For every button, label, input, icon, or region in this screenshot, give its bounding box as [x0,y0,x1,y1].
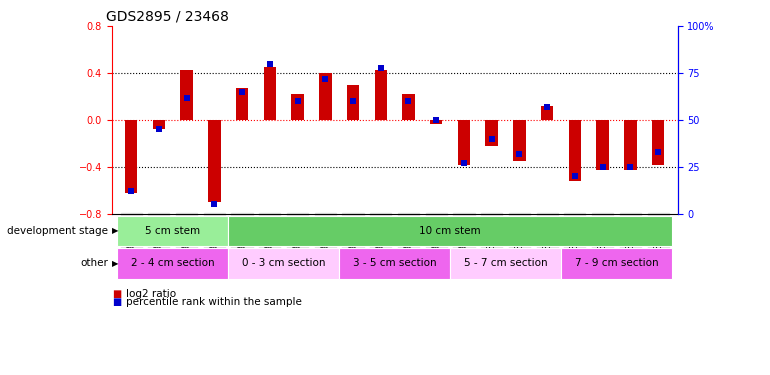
Point [486,136,498,142]
Point [458,160,470,166]
Bar [374,70,387,120]
Text: 3 - 5 cm section: 3 - 5 cm section [353,258,437,268]
Bar [180,70,192,120]
Text: percentile rank within the sample: percentile rank within the sample [126,297,301,307]
Bar [597,120,609,170]
Bar [125,120,137,193]
Bar [457,120,470,165]
Bar [208,120,220,202]
Bar [402,94,415,120]
Point [652,149,665,155]
Point [125,188,137,194]
Point [236,89,248,95]
Point [514,151,526,157]
Bar [152,120,165,129]
Bar [263,67,276,120]
Point [569,173,581,179]
Point [403,98,415,104]
Bar [624,120,637,170]
Bar [319,73,332,120]
Text: 0 - 3 cm section: 0 - 3 cm section [242,258,326,268]
Text: other: other [80,258,108,268]
Point [597,164,609,170]
Point [291,98,303,104]
Point [430,117,443,123]
Text: log2 ratio: log2 ratio [126,289,176,298]
Text: 2 - 4 cm section: 2 - 4 cm section [131,258,215,268]
Text: 5 - 7 cm section: 5 - 7 cm section [464,258,547,268]
Point [346,98,359,104]
Text: ▶: ▶ [112,226,118,236]
Text: 5 cm stem: 5 cm stem [145,226,200,236]
Bar [346,85,360,120]
Text: ■: ■ [112,297,121,307]
Text: development stage: development stage [7,226,108,236]
Bar [569,120,581,181]
Text: GDS2895 / 23468: GDS2895 / 23468 [106,10,229,24]
Point [624,164,637,170]
Point [374,64,387,70]
Bar [236,88,248,120]
Point [541,104,554,110]
Point [180,94,192,100]
Point [263,61,276,67]
Bar [430,120,443,123]
Text: ▶: ▶ [112,259,118,268]
Text: 7 - 9 cm section: 7 - 9 cm section [574,258,658,268]
Bar [291,94,304,120]
Text: 10 cm stem: 10 cm stem [420,226,481,236]
Point [208,201,220,207]
Point [319,76,331,82]
Bar [485,120,498,146]
Bar [652,120,665,165]
Text: ■: ■ [112,289,121,298]
Bar [541,106,554,120]
Point [152,126,165,132]
Bar [514,120,526,161]
